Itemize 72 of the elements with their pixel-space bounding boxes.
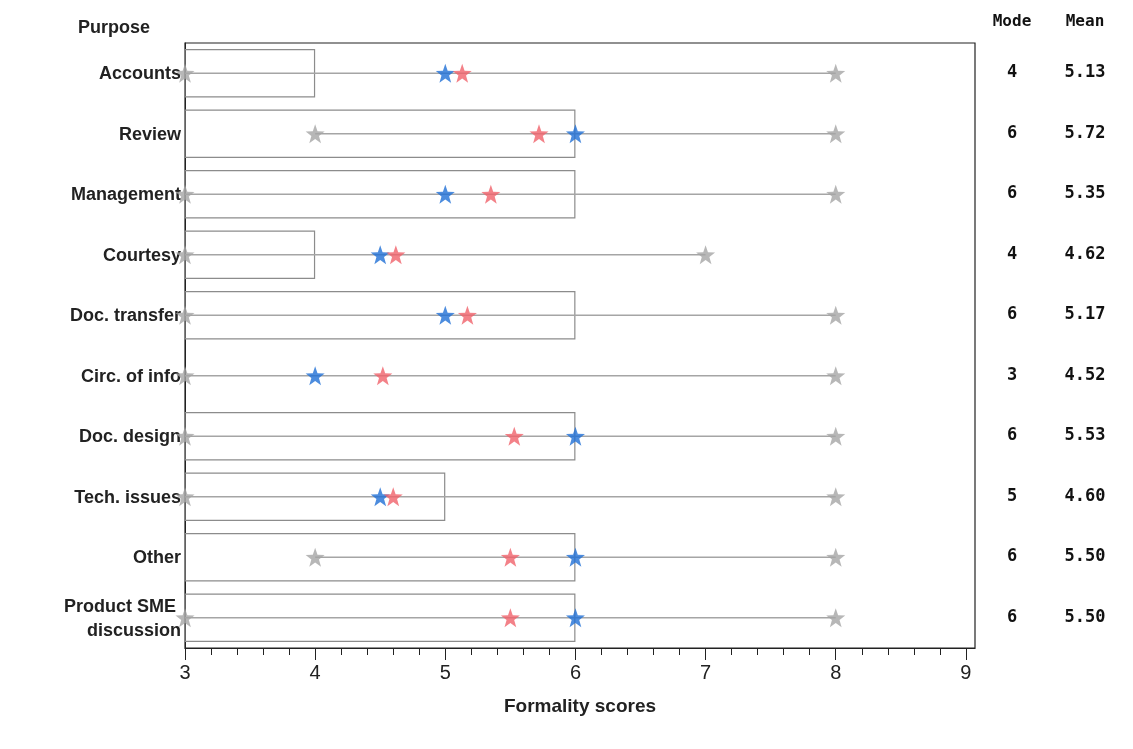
y-axis-title: Purpose: [78, 17, 151, 37]
point: [826, 305, 846, 325]
point: [826, 124, 846, 144]
point: [452, 63, 472, 83]
point: [565, 547, 585, 567]
point: [504, 426, 524, 446]
point: [383, 487, 403, 507]
point: [826, 63, 846, 83]
data-label: 6: [1006, 605, 1018, 626]
data-label: 4.60: [1064, 484, 1106, 505]
data-label: 5.50: [1064, 545, 1106, 566]
x-tick-label: 7: [700, 661, 712, 683]
point: [826, 366, 846, 386]
x-tick-label: 3: [179, 661, 191, 683]
y-tick-label: Tech. issues: [74, 486, 181, 507]
point: [305, 366, 325, 386]
point: [826, 184, 846, 204]
point: [435, 305, 455, 325]
text: Mean: [1065, 10, 1105, 30]
point: [565, 608, 585, 628]
point: [696, 245, 716, 265]
text: Mode: [992, 10, 1032, 30]
y-tick-label: Product SME discussion: [63, 595, 181, 640]
point: [826, 426, 846, 446]
x-tick-label: 6: [569, 661, 582, 683]
y-tick-label: Doc. design: [78, 426, 181, 447]
point: [565, 124, 585, 144]
point: [435, 184, 455, 204]
data-label: 5.17: [1064, 303, 1106, 324]
point: [529, 124, 549, 144]
data-label: 4.62: [1064, 242, 1106, 263]
point: [457, 305, 477, 325]
data-label: 6: [1006, 182, 1018, 203]
x-axis-title: Formality scores: [503, 695, 657, 716]
data-label: 4.52: [1064, 363, 1106, 384]
y-tick-label: Courtesy: [102, 244, 181, 265]
x-tick-label: 8: [830, 661, 842, 683]
y-tick-label: Accounts: [98, 63, 181, 84]
x-tick-label: 9: [960, 661, 972, 683]
data-label: 5.50: [1064, 605, 1106, 626]
point: [565, 426, 585, 446]
point: [370, 245, 390, 265]
data-label: 4: [1006, 242, 1018, 263]
y-tick-label: Review: [118, 123, 182, 144]
data-label: 5.53: [1064, 424, 1106, 445]
data-label: 3: [1006, 363, 1018, 384]
data-label: 5.72: [1064, 121, 1106, 142]
point: [481, 184, 501, 204]
x-tick-label: 4: [309, 661, 321, 683]
point: [305, 547, 325, 567]
data-label: 6: [1006, 303, 1018, 324]
data-label: 5.35: [1064, 182, 1106, 203]
data-label: 4: [1006, 61, 1018, 82]
point: [500, 547, 520, 567]
point: [826, 547, 846, 567]
data-label: 6: [1006, 121, 1018, 142]
x-tick-label: 5: [439, 661, 451, 683]
data-label: 5.13: [1064, 61, 1106, 82]
point: [305, 124, 325, 144]
point: [826, 487, 846, 507]
data-label: 6: [1006, 424, 1018, 445]
y-tick-label: Management: [70, 184, 181, 205]
point: [386, 245, 406, 265]
point: [500, 608, 520, 628]
y-tick-label: Other: [132, 547, 181, 568]
y-tick-label: Doc. transfer: [69, 305, 181, 326]
y-tick-label: Circ. of info: [81, 365, 181, 386]
point: [826, 608, 846, 628]
data-label: 5: [1006, 484, 1018, 505]
point: [373, 366, 393, 386]
data-label: 6: [1006, 545, 1018, 566]
point: [435, 63, 455, 83]
